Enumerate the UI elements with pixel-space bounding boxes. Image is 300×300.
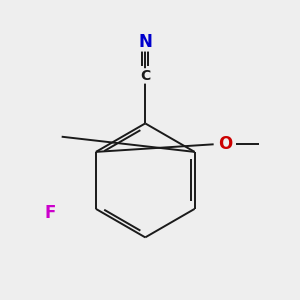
Text: N: N [138,33,152,51]
Text: F: F [45,204,56,222]
Text: C: C [140,69,150,83]
Text: O: O [218,135,232,153]
